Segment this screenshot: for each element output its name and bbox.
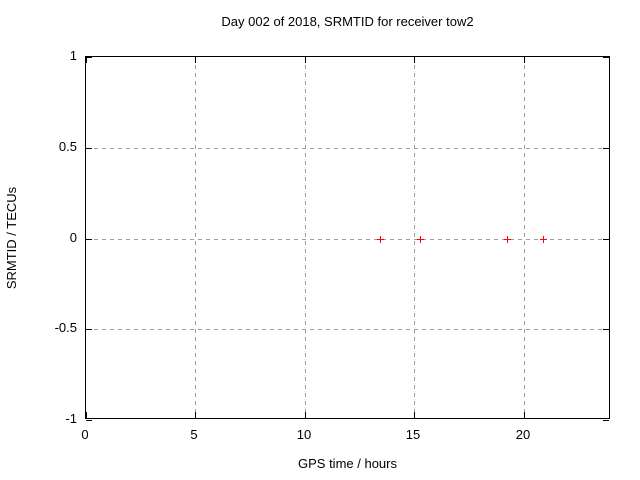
y-tick-mark-right [603,57,609,58]
y-tick-mark-right [603,148,609,149]
y-tick-mark-left [86,329,92,330]
x-tick-mark-bottom [195,412,196,418]
y-tick-mark-right [603,239,609,240]
y-tick-mark-left [86,148,92,149]
y-tick-mark-left [86,239,92,240]
x-tick-label: 15 [405,427,421,442]
y-tick-label: -1 [65,411,77,426]
y-tick-label: -0.5 [54,320,77,335]
data-point-plus-v [543,236,544,243]
data-point-plus-v [380,236,381,243]
data-point-plus-v [420,236,421,243]
chart-title: Day 002 of 2018, SRMTID for receiver tow… [221,14,474,29]
x-tick-mark-bottom [524,412,525,418]
x-tick-mark-top [524,57,525,63]
x-tick-label: 0 [81,427,89,442]
y-tick-label: 0.5 [58,139,77,154]
x-tick-mark-top [305,57,306,63]
y-tick-label: 0 [69,230,77,245]
x-tick-mark-bottom [414,412,415,418]
x-tick-label: 5 [190,427,198,442]
x-tick-mark-top [195,57,196,63]
x-tick-label: 10 [296,427,312,442]
y-tick-mark-left [86,57,92,58]
x-tick-mark-top [414,57,415,63]
y-tick-mark-right [603,420,609,421]
plot-area [85,56,610,421]
x-tick-mark-bottom [86,412,87,418]
gridline-vertical [414,57,415,418]
gridline-horizontal [86,329,609,330]
gridline-horizontal [86,148,609,149]
y-tick-mark-left [86,420,92,421]
y-tick-label: 1 [69,48,77,63]
gridline-vertical [524,57,525,418]
x-tick-mark-top [86,57,87,63]
gridline-horizontal [86,239,609,240]
gridline-vertical [195,57,196,418]
gridline-vertical [305,57,306,418]
x-tick-label: 20 [515,427,531,442]
x-tick-mark-bottom [305,412,306,418]
data-point-plus-v [507,236,508,243]
y-tick-mark-right [603,329,609,330]
x-axis-label: GPS time / hours [298,456,397,471]
